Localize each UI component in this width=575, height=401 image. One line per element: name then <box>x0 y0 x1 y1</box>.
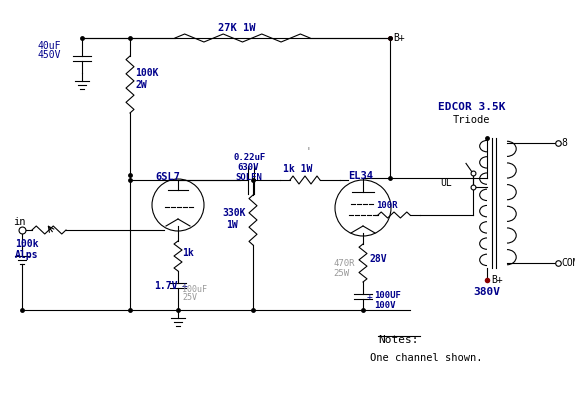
Text: 2W: 2W <box>135 80 147 90</box>
Text: 380V: 380V <box>473 287 500 297</box>
Text: 450V: 450V <box>38 50 62 60</box>
Text: 1.7V: 1.7V <box>154 281 178 291</box>
Text: 25V: 25V <box>182 294 197 302</box>
Text: 40uF: 40uF <box>38 41 62 51</box>
Text: 27K 1W: 27K 1W <box>218 23 255 33</box>
Text: 330K: 330K <box>222 208 246 218</box>
Text: in: in <box>13 217 25 227</box>
Text: 100UF: 100UF <box>374 292 401 300</box>
Text: B+: B+ <box>491 275 503 285</box>
Text: 1W: 1W <box>226 220 237 230</box>
Text: 100k: 100k <box>15 239 39 249</box>
Text: SOLEN: SOLEN <box>235 174 262 182</box>
Text: 100uF: 100uF <box>182 284 207 294</box>
Text: Triode: Triode <box>453 115 490 125</box>
Text: 1k: 1k <box>182 248 194 258</box>
Text: 630V: 630V <box>237 164 259 172</box>
Text: 100V: 100V <box>374 300 396 310</box>
Text: +: + <box>182 281 188 291</box>
Text: 100K: 100K <box>135 68 159 78</box>
Text: ': ' <box>305 146 312 158</box>
Text: 0.22uF: 0.22uF <box>234 154 266 162</box>
Text: One channel shown.: One channel shown. <box>370 353 482 363</box>
Text: 100R: 100R <box>376 200 397 209</box>
Text: EDCOR 3.5K: EDCOR 3.5K <box>438 102 505 112</box>
Text: 470R: 470R <box>333 259 355 269</box>
Text: 1k 1W: 1k 1W <box>283 164 312 174</box>
Text: 25W: 25W <box>333 269 349 279</box>
Text: Notes:: Notes: <box>378 335 419 345</box>
Text: +: + <box>367 292 373 302</box>
Text: Alps: Alps <box>15 250 39 260</box>
Text: 8: 8 <box>561 138 567 148</box>
Text: COM: COM <box>561 258 575 268</box>
Text: UL: UL <box>440 178 452 188</box>
Text: B+: B+ <box>393 33 405 43</box>
Text: 6SL7: 6SL7 <box>155 172 180 182</box>
Text: EL34: EL34 <box>348 171 373 181</box>
Text: 28V: 28V <box>369 254 386 264</box>
